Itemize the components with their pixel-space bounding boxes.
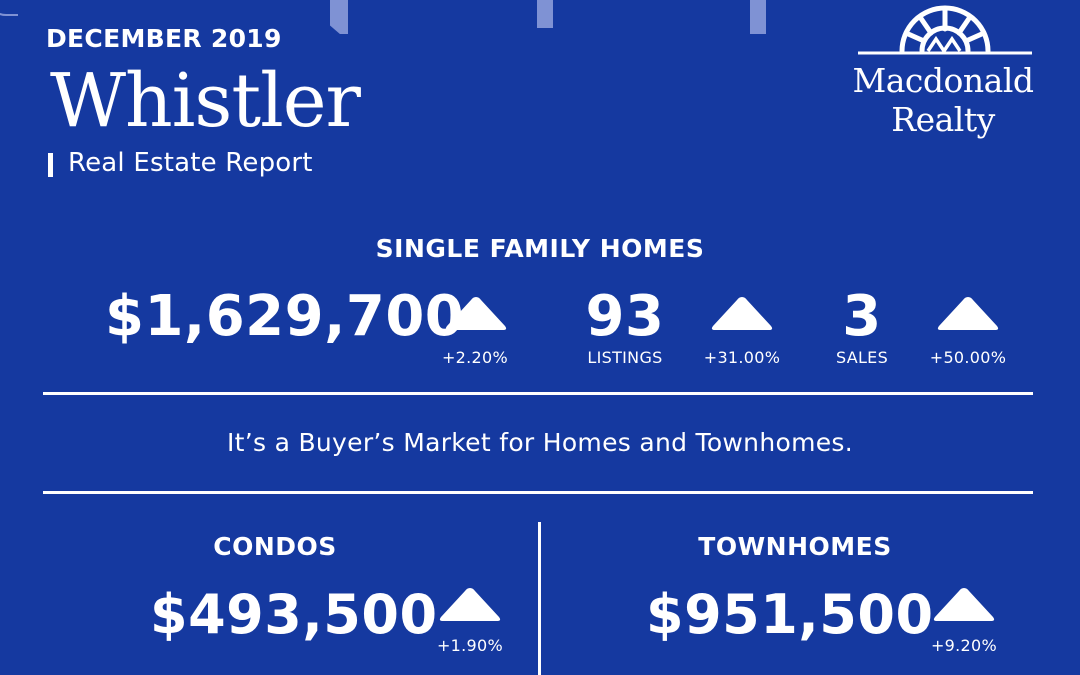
townhomes-price-change: +9.20% <box>930 636 998 655</box>
listings-label: LISTINGS <box>587 348 663 367</box>
sales-change: +50.00% <box>929 348 1007 367</box>
single-family-price: $1,629,700 <box>105 284 465 349</box>
macdonald-realty-logo-icon <box>858 5 1032 55</box>
report-date: DECEMBER 2019 <box>46 24 282 53</box>
sales-label: SALES <box>835 348 889 367</box>
decorative-tab <box>537 0 553 28</box>
townhomes-price: $951,500 <box>646 583 934 646</box>
condos-price-change: +1.90% <box>436 636 504 655</box>
single-family-price-change: +2.20% <box>441 348 509 367</box>
city-title: Whistler <box>50 58 361 144</box>
divider <box>43 392 1033 395</box>
subtitle-accent-bar <box>48 153 53 177</box>
townhomes-heading: TOWNHOMES <box>698 532 892 561</box>
single-family-heading: SINGLE FAMILY HOMES <box>375 234 705 263</box>
up-arrow-icon <box>711 297 773 330</box>
condos-price: $493,500 <box>150 583 438 646</box>
decorative-tab <box>0 0 18 16</box>
listings-change: +31.00% <box>703 348 781 367</box>
macdonald-realty-logo: Macdonald Realty <box>848 5 1043 145</box>
logo-wordmark-line2: Realty <box>891 100 995 139</box>
vertical-divider <box>538 522 541 675</box>
report-subtitle: Real Estate Report <box>68 148 313 178</box>
up-arrow-icon <box>445 297 507 330</box>
up-arrow-icon <box>937 297 999 330</box>
condos-heading: CONDOS <box>213 532 337 561</box>
decorative-tab <box>750 0 766 34</box>
market-tagline: It’s a Buyer’s Market for Homes and Town… <box>227 428 853 457</box>
up-arrow-icon <box>439 588 501 621</box>
listings-value: 93 <box>585 284 665 349</box>
up-arrow-icon <box>933 588 995 621</box>
sales-value: 3 <box>842 284 882 349</box>
decorative-tab <box>330 0 348 34</box>
logo-wordmark-line1: Macdonald <box>852 61 1034 100</box>
divider <box>43 491 1033 494</box>
